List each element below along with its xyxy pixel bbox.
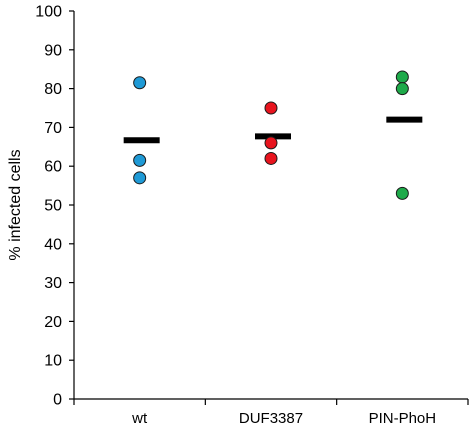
marks-layer bbox=[123, 70, 423, 200]
data-point-pin-phoh-3 bbox=[395, 186, 409, 200]
y-tick-label: 10 bbox=[44, 353, 62, 370]
y-tick-label: 0 bbox=[53, 392, 62, 409]
y-tick-label: 40 bbox=[44, 236, 62, 253]
data-point-duf3387-1 bbox=[264, 101, 278, 115]
x-tick-label-pin-phoh: PIN-PhoH bbox=[369, 410, 437, 427]
y-tick-label: 50 bbox=[44, 198, 62, 215]
y-tick-label: 100 bbox=[35, 4, 62, 21]
y-tick-label: 80 bbox=[44, 81, 62, 98]
x-tick-label-wt: wt bbox=[131, 410, 148, 427]
data-point-duf3387-3 bbox=[264, 151, 278, 165]
x-tick-label-duf3387: DUF3387 bbox=[239, 410, 303, 427]
y-axis-title: % infected cells bbox=[7, 149, 24, 260]
y-tick-label: 30 bbox=[44, 275, 62, 292]
data-point-wt-1 bbox=[133, 76, 147, 90]
y-tick-label: 70 bbox=[44, 120, 62, 137]
axes-layer: 0 10 20 30 40 50 60 70 80 90 100 wt DUF3387 PIN-PhoH bbox=[35, 4, 469, 427]
y-tick-label: 90 bbox=[44, 42, 62, 59]
y-tick-label: 60 bbox=[44, 159, 62, 176]
data-point-pin-phoh-1 bbox=[395, 70, 409, 84]
data-point-duf3387-2 bbox=[264, 136, 278, 150]
y-tick-label: 20 bbox=[44, 314, 62, 331]
data-point-wt-3 bbox=[133, 171, 147, 185]
data-point-pin-phoh-2 bbox=[395, 82, 409, 96]
data-point-wt-2 bbox=[133, 153, 147, 167]
